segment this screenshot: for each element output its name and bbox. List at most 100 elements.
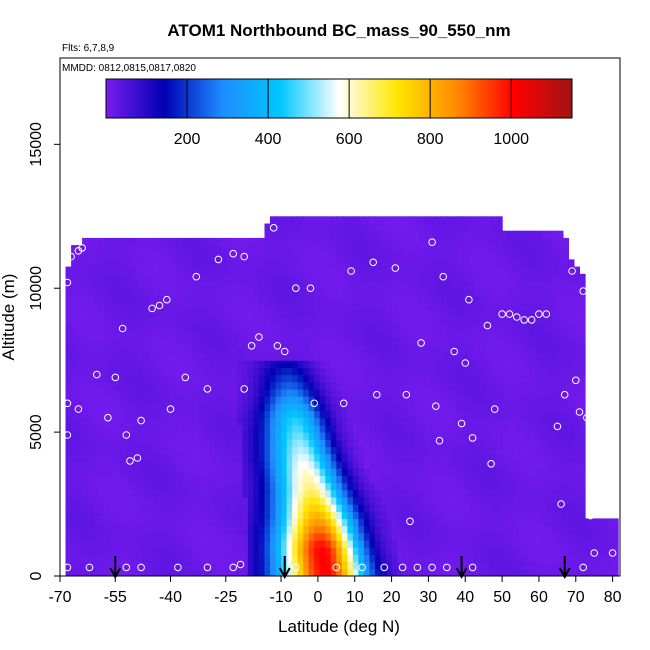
- heatmap-cell: [258, 410, 265, 419]
- heatmap-cell: [413, 554, 420, 563]
- heatmap-cell: [308, 439, 315, 448]
- heatmap-cell: [120, 396, 127, 404]
- heatmap-cell: [341, 489, 348, 498]
- heatmap-cell: [386, 511, 393, 520]
- heatmap-cell: [358, 540, 365, 548]
- heatmap-cell: [546, 281, 553, 289]
- heatmap-cell: [551, 518, 558, 527]
- heatmap-cell: [137, 568, 144, 576]
- heatmap-cell: [275, 381, 282, 390]
- heatmap-cell: [203, 532, 210, 541]
- heatmap-cell: [596, 518, 603, 527]
- heatmap-cell: [115, 388, 122, 397]
- heatmap-cell: [82, 353, 89, 361]
- heatmap-cell: [297, 432, 304, 440]
- heatmap-cell: [93, 518, 100, 527]
- heatmap-cell: [192, 518, 199, 527]
- heatmap-cell: [452, 388, 459, 397]
- heatmap-cell: [551, 547, 558, 555]
- heatmap-cell: [319, 237, 326, 246]
- heatmap-cell: [480, 468, 487, 476]
- heatmap-cell: [585, 532, 592, 541]
- heatmap-cell: [93, 345, 100, 354]
- heatmap-cell: [314, 489, 321, 498]
- heatmap-cell: [468, 252, 475, 261]
- heatmap-cell: [363, 417, 370, 426]
- heatmap-cell: [369, 317, 376, 325]
- heatmap-cell: [386, 453, 393, 462]
- heatmap-cell: [170, 237, 177, 246]
- heatmap-cell: [446, 460, 453, 469]
- heatmap-cell: [281, 511, 288, 520]
- x-tick-label: 0: [313, 589, 322, 606]
- heatmap-cell: [496, 396, 503, 404]
- heatmap-cell: [176, 367, 183, 376]
- heatmap-cell: [352, 367, 359, 376]
- heatmap-cell: [281, 489, 288, 498]
- heatmap-cell: [562, 237, 569, 246]
- heatmap-cell: [292, 424, 299, 433]
- heatmap-cell: [336, 410, 343, 419]
- heatmap-cell: [292, 554, 299, 563]
- heatmap-cell: [397, 288, 404, 296]
- heatmap-cell: [104, 295, 111, 304]
- heatmap-cell: [540, 475, 547, 484]
- heatmap-cell: [165, 410, 172, 419]
- heatmap-cell: [198, 547, 205, 555]
- heatmap-cell: [181, 410, 188, 419]
- heatmap-cell: [247, 374, 254, 383]
- heatmap-cell: [557, 388, 564, 397]
- heatmap-cell: [507, 554, 514, 563]
- heatmap-cell: [170, 374, 177, 383]
- y-axis-label: Altitude (m): [0, 274, 18, 361]
- heatmap-cell: [435, 245, 442, 253]
- heatmap-cell: [325, 417, 332, 426]
- heatmap-cell: [391, 518, 398, 527]
- heatmap-cell: [341, 331, 348, 340]
- heatmap-cell: [82, 317, 89, 325]
- heatmap-cell: [585, 518, 592, 527]
- heatmap-cell: [65, 324, 72, 332]
- heatmap-cell: [363, 396, 370, 404]
- heatmap-cell: [408, 504, 415, 512]
- heatmap-cell: [463, 223, 470, 232]
- heatmap-cell: [82, 345, 89, 354]
- heatmap-cell: [369, 532, 376, 541]
- heatmap-cell: [319, 396, 326, 404]
- heatmap-cell: [82, 266, 89, 275]
- heatmap-cell: [176, 504, 183, 512]
- heatmap-cell: [468, 302, 475, 311]
- heatmap-cell: [579, 504, 586, 512]
- heatmap-cell: [457, 259, 464, 268]
- heatmap-cell: [65, 266, 72, 275]
- heatmap-cell: [535, 237, 542, 246]
- heatmap-cell: [579, 540, 586, 548]
- heatmap-cell: [131, 568, 138, 576]
- heatmap-cell: [198, 424, 205, 433]
- heatmap-cell: [231, 482, 238, 491]
- heatmap-cell: [142, 532, 149, 541]
- heatmap-cell: [220, 504, 227, 512]
- heatmap-cell: [325, 453, 332, 462]
- heatmap-cell: [529, 432, 536, 440]
- heatmap-cell: [270, 432, 277, 440]
- heatmap-cell: [297, 561, 304, 570]
- heatmap-cell: [551, 468, 558, 476]
- heatmap-cell: [225, 511, 232, 520]
- heatmap-cell: [153, 367, 160, 376]
- heatmap-cell: [386, 216, 393, 225]
- heatmap-cell: [485, 309, 492, 318]
- heatmap-cell: [408, 388, 415, 397]
- heatmap-cell: [159, 281, 166, 289]
- heatmap-cell: [131, 302, 138, 311]
- heatmap-cell: [198, 288, 205, 296]
- heatmap-cell: [236, 338, 243, 347]
- heatmap-cell: [375, 245, 382, 253]
- heatmap-cell: [109, 324, 116, 332]
- heatmap-cell: [358, 345, 365, 354]
- heatmap-cell: [446, 281, 453, 289]
- heatmap-cell: [524, 460, 531, 469]
- heatmap-cell: [308, 468, 315, 476]
- heatmap-cell: [314, 338, 321, 347]
- heatmap-cell: [137, 273, 144, 282]
